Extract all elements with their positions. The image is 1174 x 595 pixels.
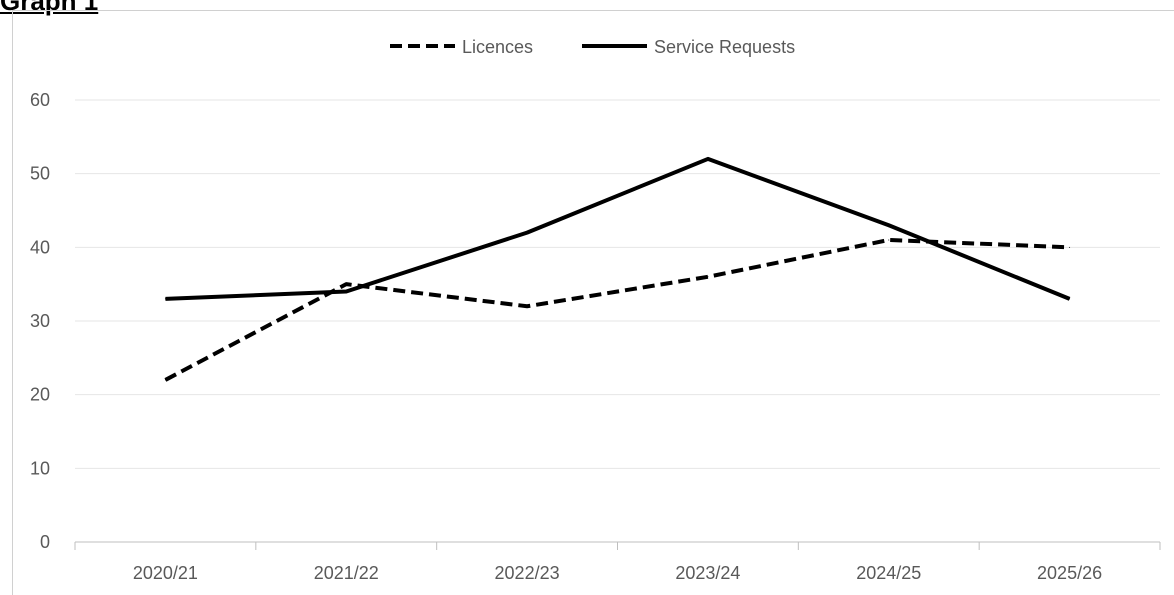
legend-label: Service Requests [654,37,795,57]
legend: Licences Service Requests [390,37,795,57]
data-point [345,291,347,293]
x-tick-label: 2020/21 [133,563,198,583]
y-tick-label: 10 [30,458,50,478]
x-axis: 2020/21 2021/22 2022/23 2023/24 2024/25 2025/… [74,541,1161,583]
data-point [1069,246,1071,248]
series-lines [164,156,1071,382]
data-point [526,305,528,307]
x-tick-label: 2022/23 [495,563,560,583]
data-point [1069,298,1071,300]
data-point [164,298,166,300]
series-line-service-requests [165,156,1071,301]
y-tick-label: 20 [30,385,50,405]
y-tick-label: 0 [40,532,50,552]
data-point [888,224,890,226]
data-point [888,239,890,241]
y-axis-ticks: 0 10 20 30 40 50 60 [30,90,50,552]
legend-label: Licences [462,37,533,57]
gridlines [75,99,1160,469]
data-point [707,158,709,160]
series-line-licences [164,237,1070,382]
y-tick-label: 30 [30,311,50,331]
y-tick-label: 60 [30,90,50,110]
x-tick-label: 2025/26 [1037,563,1102,583]
y-tick-label: 40 [30,237,50,257]
data-point [526,232,528,234]
x-tick-label: 2023/24 [675,563,740,583]
x-tick-label: 2021/22 [314,563,379,583]
y-tick-label: 50 [30,164,50,184]
chart-frame [12,10,1174,595]
data-point [707,276,709,278]
data-point [164,379,166,381]
data-point [345,283,347,285]
x-tick-label: 2024/25 [856,563,921,583]
